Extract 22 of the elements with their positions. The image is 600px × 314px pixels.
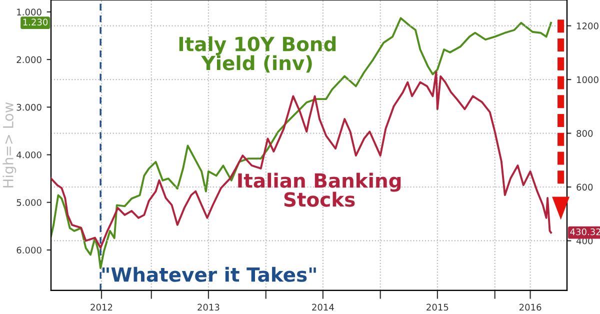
- series-label: Italy 10Y Bond Yield (inv): [179, 36, 336, 73]
- y-tick-label: 6.000: [16, 246, 42, 254]
- y-tick-label: 5.000: [16, 199, 42, 206]
- y2-tick-label: 1200: [577, 22, 598, 30]
- y-tick-label: 2.000: [16, 56, 42, 64]
- y-tick-label: 3.000: [16, 104, 42, 111]
- x-tick-label: 2013: [198, 304, 220, 311]
- ref-line-label: "Whatever it Takes": [102, 266, 316, 282]
- x-tick-label: 2012: [90, 304, 112, 311]
- y2-tick-label: 800: [576, 130, 593, 137]
- line-series: [51, 71, 552, 249]
- y-axis-title: High=> Low: [2, 102, 16, 188]
- series-label: Italian Banking Stocks: [238, 172, 401, 207]
- y2-tick-label: 600: [576, 184, 593, 191]
- y2-tick-label: 1000: [577, 76, 598, 84]
- y-tick-label: 4.000: [16, 151, 42, 158]
- y-tick-label: 1.000: [17, 8, 42, 16]
- x-tick-label: 2016: [519, 304, 542, 311]
- x-tick-label: 2015: [426, 304, 448, 311]
- x-tick-label: 2014: [312, 304, 334, 311]
- text: 1.230: [23, 18, 48, 26]
- text: 430.32: [570, 228, 600, 236]
